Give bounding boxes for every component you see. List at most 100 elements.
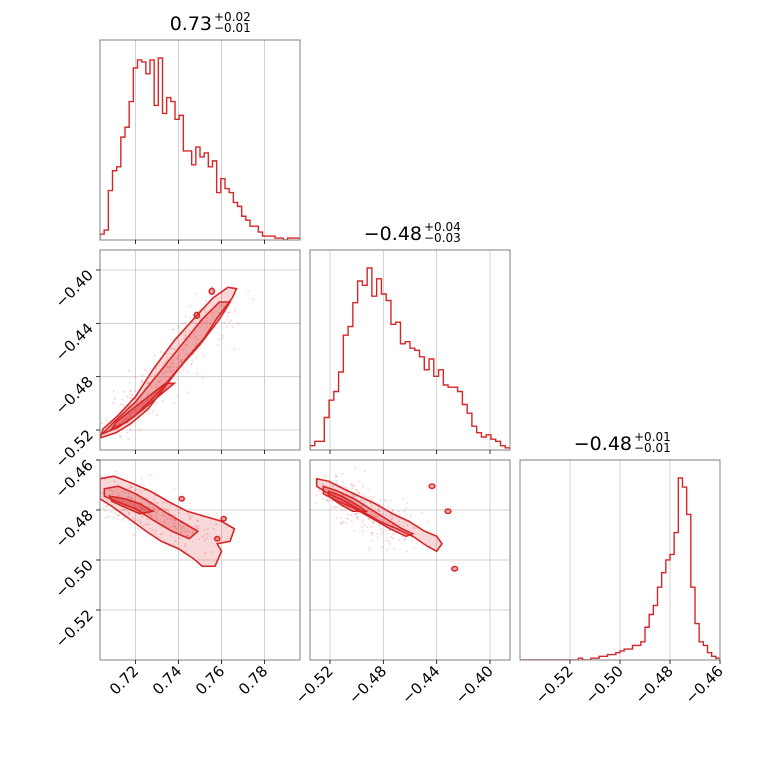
scatter-point [151,516,153,519]
scatter-point [127,492,130,495]
scatter-point [166,509,169,512]
scatter-point [228,321,231,323]
scatter-point [129,413,132,416]
scatter-point [387,505,390,508]
scatter-point [95,485,97,487]
scatter-point [113,480,116,483]
scatter-point [356,515,359,518]
scatter-point [387,515,390,518]
scatter-point [178,354,181,357]
scatter-point [374,516,377,518]
scatter-point [177,394,179,397]
y-tick-label: −0.44 [52,319,97,364]
scatter-point [362,530,364,532]
contour-island [450,565,459,572]
scatter-point [152,498,155,501]
scatter-point [149,474,152,476]
scatter-point [218,311,221,314]
scatter-point [321,483,324,485]
scatter-point [132,534,135,536]
panel-title-0: 0.73 +0.02−0.01 [170,10,251,35]
scatter-point [147,523,150,526]
histogram-panel-0 [99,39,301,244]
scatter-point [403,510,406,513]
scatter-point [206,528,209,531]
scatter-point [153,495,156,497]
scatter-point [145,369,148,372]
scatter-point [112,390,115,392]
scatter-point [364,470,366,473]
title-plus: +0.01 [634,430,671,444]
scatter-point [122,498,125,501]
scatter-point [247,290,250,292]
scatter-point [180,531,183,534]
scatter-point [153,373,156,376]
scatter-point [168,369,171,372]
scatter-point [167,510,170,513]
scatter-point [385,548,388,551]
scatter-point [378,510,381,512]
scatter-point [335,475,337,478]
contour-inner-0 [101,301,232,435]
scatter-point [391,524,394,526]
scatter-point [293,495,295,497]
scatter-point [170,518,172,520]
scatter-point [151,505,154,508]
scatter-point [391,509,394,512]
contour-panel-2 [293,459,511,664]
scatter-point [180,361,183,364]
scatter-point [119,403,122,406]
scatter-point [334,473,337,476]
scatter-point [202,377,204,380]
scatter-point [377,507,380,510]
scatter-point [335,479,338,482]
scatter-point [160,379,163,382]
scatter-point [191,515,193,518]
scatter-point [368,517,370,520]
contour-island [208,287,216,296]
scatter-point [123,516,126,519]
scatter-point [391,518,393,520]
scatter-point [162,372,165,374]
scatter-point [388,529,391,532]
scatter-point [169,534,172,537]
scatter-point [169,504,172,506]
scatter-point [180,359,183,362]
scatter-point [166,356,169,359]
scatter-point [202,534,205,537]
scatter-point [333,505,335,507]
scatter-point [317,490,320,492]
scatter-point [402,535,404,538]
scatter-point [161,532,164,535]
scatter-point [148,506,151,509]
scatter-point [377,510,380,512]
scatter-point [380,527,383,530]
scatter-point [158,380,161,383]
scatter-point [387,540,390,543]
scatter-point [339,521,342,524]
scatter-point [376,533,378,535]
scatter-point [305,504,307,506]
scatter-point [315,502,318,505]
scatter-point [417,523,420,526]
scatter-point [184,322,187,324]
scatter-point [351,483,353,486]
scatter-point [370,531,373,534]
scatter-point [151,529,154,532]
scatter-point [356,489,359,492]
scatter-point [121,519,124,521]
scatter-point [351,487,354,490]
scatter-point [427,520,430,523]
scatter-point [173,522,176,524]
scatter-point [199,316,202,319]
scatter-point [122,517,125,520]
scatter-point [195,292,198,295]
scatter-point [350,493,353,496]
scatter-point [185,344,188,346]
scatter-point [195,525,198,528]
scatter-point [144,497,147,499]
scatter-point [404,538,407,540]
x-tick-label: −0.44 [398,662,443,707]
x-tick-label: −0.48 [632,662,677,707]
scatter-point [132,517,135,520]
